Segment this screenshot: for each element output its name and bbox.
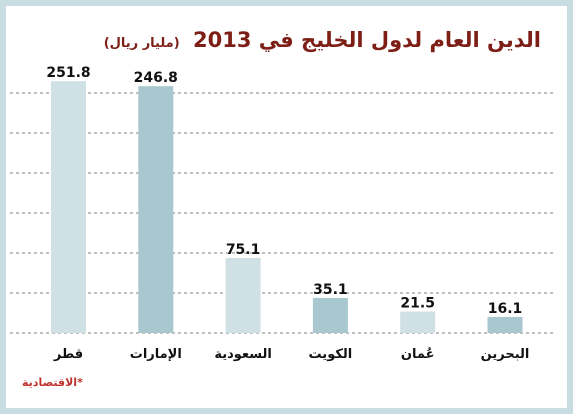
- value-label-4: 35.1: [313, 282, 348, 298]
- bar-4: [312, 297, 348, 333]
- category-label-4: الكويت: [309, 347, 353, 362]
- source-credit: *الاقتصادية: [22, 376, 83, 389]
- value-label-5: 21.5: [400, 296, 435, 312]
- category-label-2: الإمارات: [130, 347, 182, 362]
- category-label-6: البحرين: [481, 347, 530, 362]
- chart-panel: الدين العام لدول الخليج في 2013 (مليار ر…: [6, 6, 567, 408]
- value-label-2: 246.8: [134, 70, 178, 86]
- category-label-3: السعودية: [214, 347, 272, 362]
- bar-5: [400, 311, 436, 333]
- chart-title: الدين العام لدول الخليج في 2013 (مليار ر…: [104, 28, 541, 52]
- bar-6: [487, 316, 523, 333]
- value-label-1: 251.8: [46, 65, 90, 81]
- bar-2: [138, 86, 174, 333]
- bar-chart: 251.8 قطر 246.8 الإمارات 75.1 السعودية 35.1 الك…: [10, 65, 554, 362]
- bar-3: [225, 257, 261, 333]
- value-label-3: 75.1: [226, 242, 261, 258]
- chart-unit-label: (مليار ريال): [103, 36, 180, 51]
- value-label-6: 16.1: [488, 301, 523, 317]
- bar-1: [51, 81, 86, 333]
- category-label-5: عُمان: [401, 346, 435, 362]
- chart-title-text: الدين العام لدول الخليج في 2013: [192, 28, 541, 52]
- category-label-1: قطر: [53, 347, 83, 362]
